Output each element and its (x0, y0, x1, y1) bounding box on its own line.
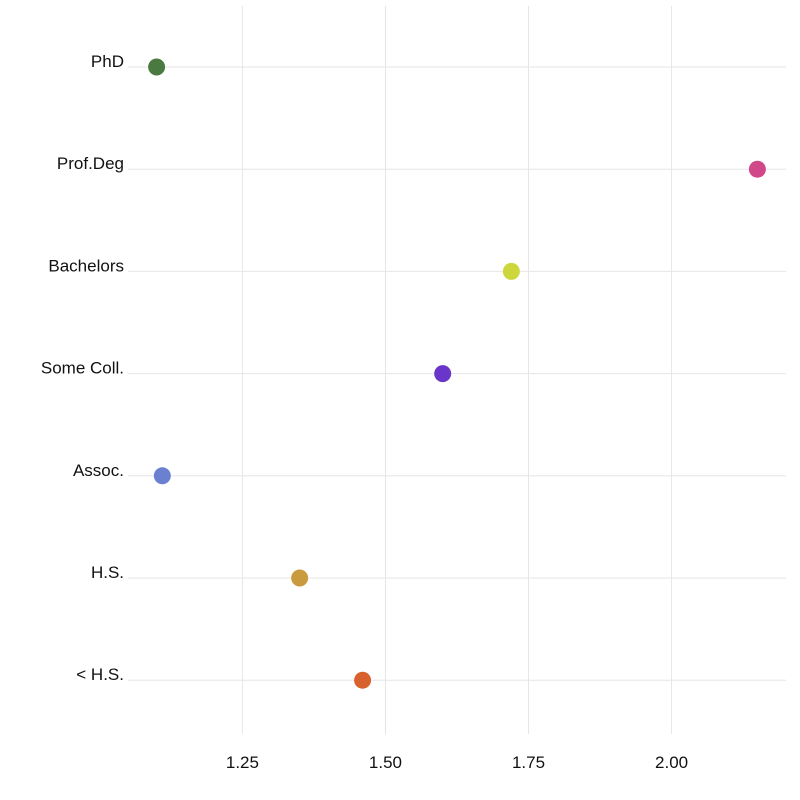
x-tick-label: 1.50 (369, 753, 402, 772)
category-label: Some Coll. (41, 359, 124, 378)
x-gridlines (241, 6, 673, 734)
y-gridlines (128, 66, 786, 681)
data-point (148, 58, 166, 76)
x-tick-label: 1.25 (226, 753, 259, 772)
data-point (502, 262, 520, 280)
data-point (153, 467, 171, 485)
category-label: PhD (91, 52, 124, 71)
category-label: Prof.Deg (57, 154, 124, 173)
category-label: Bachelors (48, 256, 124, 275)
category-label: H.S. (91, 563, 124, 582)
data-point (291, 569, 309, 587)
data-points (148, 58, 766, 689)
category-label: < H.S. (76, 665, 124, 684)
x-axis-tick-labels: 1.25 1.50 1.75 2.00 (226, 753, 688, 772)
data-point (748, 160, 766, 178)
y-axis-category-labels: PhD Prof.Deg Bachelors Some Coll. Assoc. H.S.… (41, 52, 124, 684)
category-label: Assoc. (73, 461, 124, 480)
x-tick-label: 2.00 (655, 753, 688, 772)
x-tick-label: 1.75 (512, 753, 545, 772)
data-point (434, 365, 452, 383)
data-point (354, 671, 372, 689)
